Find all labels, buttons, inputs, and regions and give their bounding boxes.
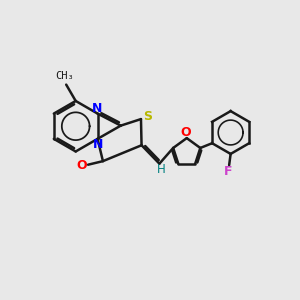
Text: N: N bbox=[93, 138, 103, 151]
Text: CH₃: CH₃ bbox=[55, 71, 74, 81]
Text: F: F bbox=[224, 165, 233, 178]
Text: H: H bbox=[157, 163, 165, 176]
Text: O: O bbox=[77, 159, 87, 172]
Text: S: S bbox=[143, 110, 152, 123]
Text: O: O bbox=[181, 126, 191, 139]
Text: N: N bbox=[92, 102, 103, 115]
